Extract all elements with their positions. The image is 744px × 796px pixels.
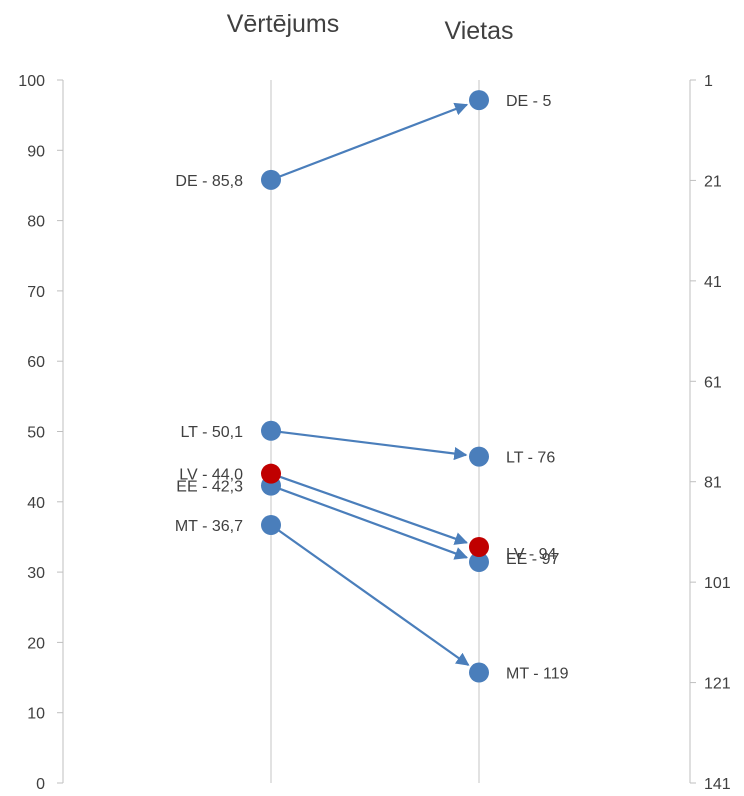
rank-label-ee: EE - 97: [506, 551, 559, 568]
score-label-mt: MT - 36,7: [175, 518, 243, 535]
left-tick-label: 60: [27, 354, 45, 371]
rank-point-de: [469, 90, 489, 111]
left-tick-label: 50: [27, 425, 45, 442]
points: [261, 90, 489, 683]
right-tick-label: 61: [704, 374, 722, 391]
left-tick-label: 80: [27, 214, 45, 231]
arrow-mt: [271, 525, 470, 666]
score-label-lt: LT - 50,1: [180, 424, 243, 441]
left-tick-label: 30: [27, 565, 45, 582]
header-rank: Vietas: [444, 17, 513, 45]
arrows: [271, 102, 470, 666]
score-point-lt: [261, 420, 281, 441]
left-axis: 0 10 20 30 40 50 60 70 80 90 100: [18, 73, 64, 793]
score-point-lv: [261, 463, 281, 484]
right-tick-label: 121: [704, 676, 731, 693]
rank-point-lt: [469, 446, 489, 467]
rank-label-lv: LV - 94: [506, 546, 557, 563]
left-tick-label: 40: [27, 495, 45, 512]
arrow-ee: [272, 485, 469, 560]
column-lines: [270, 80, 480, 783]
rank-point-lv: [469, 536, 489, 557]
rank-label-lt: LT - 76: [506, 450, 555, 467]
left-tick-label: 90: [27, 143, 45, 160]
left-tick-label: 70: [27, 284, 45, 301]
rank-label-de: DE - 5: [506, 93, 551, 110]
right-tick-label: 1: [704, 73, 713, 90]
rank-label-mt: MT - 119: [506, 666, 569, 683]
left-tick-label: 0: [36, 776, 45, 793]
right-tick-label: 41: [704, 274, 722, 291]
right-tick-label: 81: [704, 475, 722, 492]
left-tick-label: 10: [27, 706, 45, 723]
header-score: Vērtējums: [227, 10, 340, 38]
right-tick-label: 141: [704, 776, 731, 793]
rank-point-ee: [469, 552, 489, 573]
right-tick-label: 21: [704, 173, 722, 190]
point-labels: DE - 85,8 DE - 5 LT - 50,1 LT - 76 EE - 42,3…: [175, 93, 569, 682]
score-label-lv: LV - 44,0: [179, 467, 243, 484]
rank-point-mt: [469, 662, 489, 683]
arrow-lv: [272, 473, 468, 545]
left-tick-label: 100: [18, 73, 45, 90]
score-point-mt: [261, 514, 281, 535]
arrow-lt: [272, 429, 468, 461]
score-label-de: DE - 85,8: [175, 173, 243, 190]
score-label-ee: EE - 42,3: [176, 479, 243, 496]
right-tick-label: 101: [704, 575, 731, 592]
left-tick-label: 20: [27, 635, 45, 652]
arrow-de: [272, 102, 469, 181]
score-point-de: [261, 169, 281, 190]
